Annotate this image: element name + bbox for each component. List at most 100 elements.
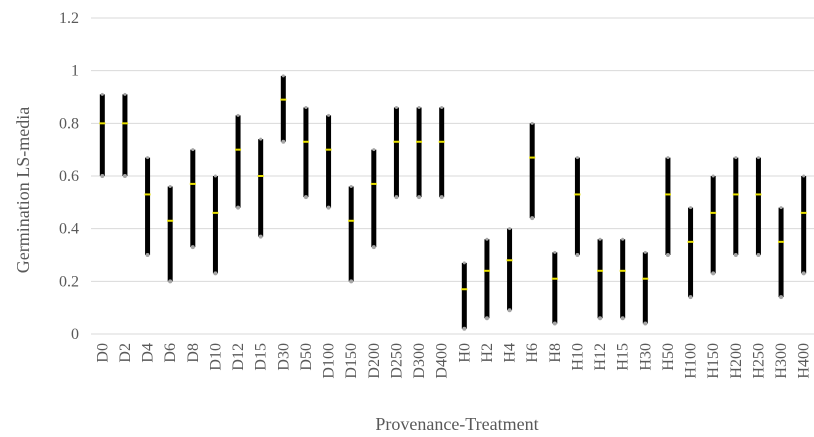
low-point: [552, 321, 557, 326]
low-point: [484, 316, 489, 321]
gridlines: [91, 17, 814, 335]
high-point: [394, 106, 398, 110]
x-tick-label: H10: [569, 343, 586, 371]
x-tick-label: D200: [366, 343, 383, 379]
high-point: [440, 106, 444, 110]
high-point: [236, 113, 240, 117]
high-point: [417, 106, 421, 110]
low-point: [620, 316, 625, 321]
low-point: [688, 295, 693, 300]
low-point: [258, 234, 263, 239]
high-point: [372, 148, 376, 152]
x-axis-title: Provenance-Treatment: [375, 414, 538, 434]
low-point: [349, 279, 354, 284]
y-tick-label: 1: [71, 63, 79, 80]
low-point: [801, 271, 806, 276]
high-point: [304, 106, 308, 110]
high-point: [711, 174, 715, 178]
low-point: [213, 271, 218, 276]
high-point: [281, 74, 285, 78]
high-point: [327, 113, 331, 117]
x-tick-label: H200: [728, 343, 745, 379]
high-point: [802, 174, 806, 178]
high-point: [756, 156, 760, 160]
x-tick-label: D150: [343, 343, 360, 379]
x-tick-label: D2: [117, 343, 134, 363]
y-tick-label: 0.2: [59, 273, 79, 290]
low-point: [462, 326, 467, 331]
low-point: [145, 253, 150, 257]
high-point: [734, 156, 738, 160]
low-point: [417, 195, 422, 200]
high-point: [530, 121, 534, 125]
low-point: [711, 271, 716, 276]
high-point: [779, 206, 783, 210]
high-point: [259, 137, 263, 141]
low-point: [281, 139, 286, 144]
x-tick-label: H2: [479, 343, 496, 363]
high-point: [598, 237, 602, 241]
x-axis-ticks: D0 D2 D4 D6 D8 D10 D12 D15 D30 D50 D100 D150 D200 D25…: [94, 343, 812, 379]
x-tick-label: H250: [750, 343, 767, 379]
low-point: [303, 195, 308, 200]
x-tick-label: H100: [683, 343, 700, 379]
high-point: [575, 156, 579, 160]
y-tick-label: 0: [71, 326, 79, 343]
low-point: [733, 253, 738, 257]
x-tick-label: D4: [140, 343, 157, 363]
y-tick-label: 1.2: [59, 10, 79, 27]
x-tick-label: D100: [321, 343, 338, 379]
high-point: [485, 237, 489, 241]
x-tick-label: D15: [253, 343, 270, 371]
y-tick-label: 0.8: [59, 115, 79, 132]
x-tick-label: H6: [524, 343, 541, 363]
low-point: [100, 174, 105, 178]
x-tick-label: H300: [773, 343, 790, 379]
low-point: [439, 195, 444, 200]
x-tick-label: D30: [275, 343, 292, 371]
low-point: [122, 174, 127, 178]
low-point: [371, 245, 376, 250]
x-tick-label: H12: [592, 343, 609, 371]
x-tick-label: H0: [456, 343, 473, 363]
high-point: [213, 174, 217, 178]
low-point: [530, 216, 535, 221]
high-point: [146, 156, 150, 160]
range-bars: [99, 74, 807, 331]
high-point: [553, 250, 557, 254]
high-point: [191, 148, 195, 152]
low-point: [575, 253, 580, 257]
y-tick-label: 0.6: [59, 168, 79, 185]
x-tick-label: H8: [547, 343, 564, 363]
low-point: [756, 253, 761, 257]
low-point: [190, 245, 195, 250]
x-tick-label: H50: [660, 343, 677, 371]
low-point: [598, 316, 603, 321]
x-tick-label: H400: [796, 343, 813, 379]
high-point: [349, 185, 353, 189]
x-tick-label: H4: [502, 343, 519, 363]
high-point: [123, 92, 127, 96]
x-tick-label: D12: [230, 343, 247, 371]
y-axis-ticks: 0 0.2 0.4 0.6 0.8 1 1.2: [59, 10, 79, 343]
high-point: [621, 237, 625, 241]
low-point: [779, 295, 784, 300]
low-point: [236, 205, 241, 210]
x-tick-label: D8: [185, 343, 202, 363]
low-point: [326, 205, 331, 210]
low-point: [168, 279, 173, 284]
x-tick-label: D10: [207, 343, 224, 371]
high-point: [462, 261, 466, 265]
x-tick-label: D6: [162, 343, 179, 363]
x-tick-label: D300: [411, 343, 428, 379]
high-point: [100, 92, 104, 96]
high-point: [666, 156, 670, 160]
low-point: [643, 321, 648, 326]
high-point: [168, 185, 172, 189]
x-tick-label: D0: [94, 343, 111, 363]
low-point: [665, 253, 670, 257]
high-point: [689, 206, 693, 210]
x-tick-label: D400: [434, 343, 451, 379]
high-point: [643, 250, 647, 254]
